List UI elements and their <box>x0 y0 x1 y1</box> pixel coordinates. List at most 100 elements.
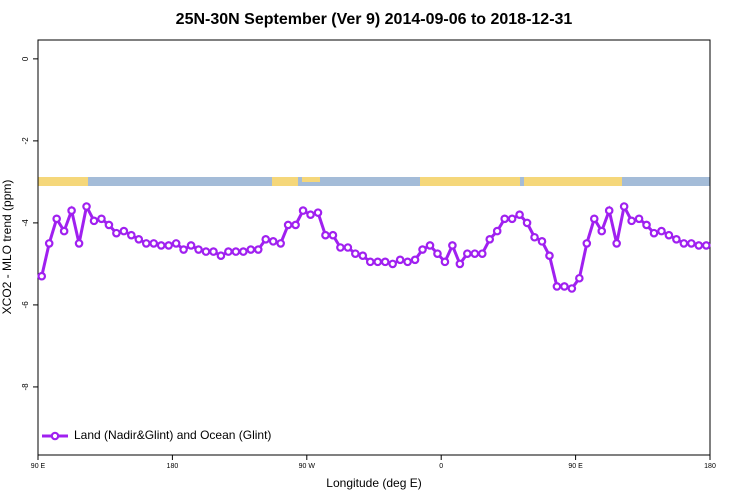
point <box>164 241 173 250</box>
point <box>119 226 129 236</box>
point <box>373 257 383 267</box>
point <box>358 251 368 261</box>
x-tick-label: 180 <box>704 463 716 470</box>
x-tick-label: 90 E <box>31 463 46 470</box>
point <box>291 220 300 230</box>
point <box>156 241 166 250</box>
point <box>664 230 674 240</box>
point <box>179 245 188 254</box>
y-tick-label: -6 <box>21 301 30 309</box>
point <box>127 230 136 240</box>
point <box>537 237 547 246</box>
point <box>89 216 99 226</box>
point <box>425 241 435 250</box>
point <box>82 202 91 211</box>
point <box>477 249 487 258</box>
y-axis-label: XCO2 - MLO trend (ppm) <box>0 180 14 315</box>
point <box>701 241 711 250</box>
plot-frame <box>37 39 711 456</box>
point <box>380 257 390 267</box>
legend-label: Land (Nadir&Glint) and Ocean (Glint) <box>74 428 271 442</box>
x-tick-label: 90 E <box>568 463 583 470</box>
point <box>149 239 159 248</box>
point <box>171 239 181 248</box>
land-ocean-strip <box>38 177 710 186</box>
point <box>97 214 106 224</box>
point <box>209 247 218 256</box>
point <box>388 259 397 269</box>
point <box>328 230 338 240</box>
point <box>403 257 412 267</box>
point <box>239 247 248 256</box>
point <box>418 245 427 254</box>
x-tick-label: 90 W <box>299 463 316 470</box>
point <box>522 218 532 228</box>
point <box>67 206 76 215</box>
point <box>657 226 666 236</box>
point <box>261 234 271 244</box>
point <box>463 249 472 258</box>
point <box>627 216 636 226</box>
point <box>112 228 121 238</box>
point <box>612 239 621 248</box>
point <box>321 230 330 240</box>
point <box>560 282 569 291</box>
point <box>52 214 61 224</box>
point <box>231 247 241 256</box>
point <box>298 206 308 215</box>
point <box>507 214 517 224</box>
point <box>201 247 211 256</box>
point <box>74 239 84 248</box>
point <box>134 234 144 244</box>
y-tick-label: 0 <box>21 56 30 61</box>
x-axis-label: Longitude (deg E) <box>326 476 421 490</box>
point <box>276 239 285 248</box>
point <box>634 214 644 224</box>
point <box>395 255 405 265</box>
point <box>59 226 69 236</box>
point <box>141 239 151 248</box>
point <box>672 234 681 244</box>
y-tick-label: -8 <box>21 383 30 391</box>
point <box>246 245 256 254</box>
point <box>194 245 203 254</box>
point <box>649 228 659 238</box>
legend-marker <box>50 431 60 441</box>
point <box>567 284 577 293</box>
point <box>343 243 353 252</box>
point <box>306 210 315 219</box>
point <box>253 245 263 254</box>
point <box>216 251 226 261</box>
point <box>642 220 651 230</box>
point <box>552 282 562 291</box>
point <box>500 214 509 224</box>
point <box>433 249 442 258</box>
point <box>582 239 592 248</box>
point <box>336 243 345 252</box>
point <box>440 257 450 267</box>
point <box>104 220 114 230</box>
point <box>492 226 502 236</box>
series-line <box>40 202 707 291</box>
point <box>604 206 614 215</box>
point <box>448 241 457 250</box>
point <box>530 232 539 242</box>
point <box>545 251 554 261</box>
x-tick-label: 0 <box>439 463 443 470</box>
point <box>455 259 465 269</box>
point <box>485 234 495 244</box>
point <box>515 210 524 219</box>
point <box>186 241 196 250</box>
point <box>365 257 375 267</box>
point <box>470 249 480 258</box>
point <box>268 237 278 246</box>
point <box>37 271 47 281</box>
point <box>283 220 293 230</box>
point <box>410 255 420 265</box>
x-tick-label: 180 <box>167 463 179 470</box>
point <box>694 241 704 250</box>
y-tick-label: -2 <box>21 137 30 145</box>
point <box>597 226 607 236</box>
y-tick-label: -4 <box>21 219 30 227</box>
